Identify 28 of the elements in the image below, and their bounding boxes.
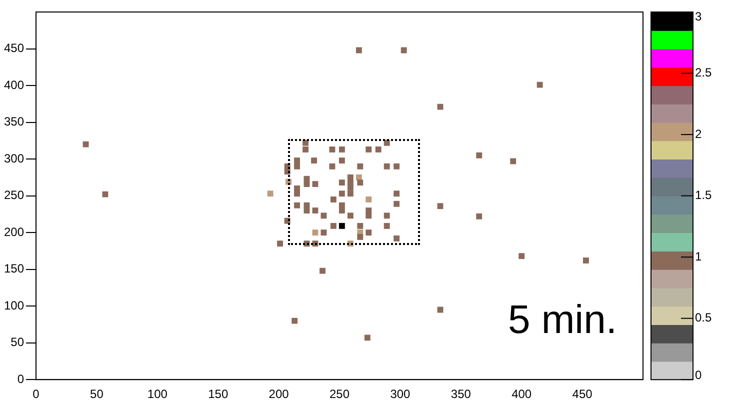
color-bar-label: 1 [695,249,702,264]
color-bar-label: 0 [695,368,702,382]
color-bar-label: 3 [695,9,702,24]
y-tick-label: 50 [10,335,24,350]
y-tick-label: 300 [4,151,24,166]
y-tick-label: 350 [4,114,24,129]
x-tick-label: 100 [147,387,168,402]
y-tick-label: 250 [4,188,24,202]
color-bar-label: 1.5 [695,188,712,202]
y-tick-label: 100 [4,298,24,312]
x-tick-label: 300 [390,387,411,402]
color-bar-label: 0.5 [695,310,712,325]
x-tick-label: 0 [32,387,40,402]
y-tick-label: 150 [4,262,24,276]
y-tick-label: 450 [4,41,24,56]
x-tick-label: 200 [268,387,290,402]
x-tick-label: 50 [90,387,104,402]
y-tick-label: 200 [4,224,24,239]
color-bar-label: 2 [695,126,702,141]
x-tick-label: 400 [512,387,532,402]
annotation: 5 min. [508,298,617,343]
y-tick-label: 0 [17,372,24,386]
x-tick-label: 350 [450,387,472,402]
x-tick-label: 250 [329,387,350,402]
color-bar-label: 2.5 [695,66,712,80]
x-tick-label: 150 [208,387,228,402]
y-tick-label: 400 [4,78,24,92]
x-tick-label: 450 [572,387,593,402]
